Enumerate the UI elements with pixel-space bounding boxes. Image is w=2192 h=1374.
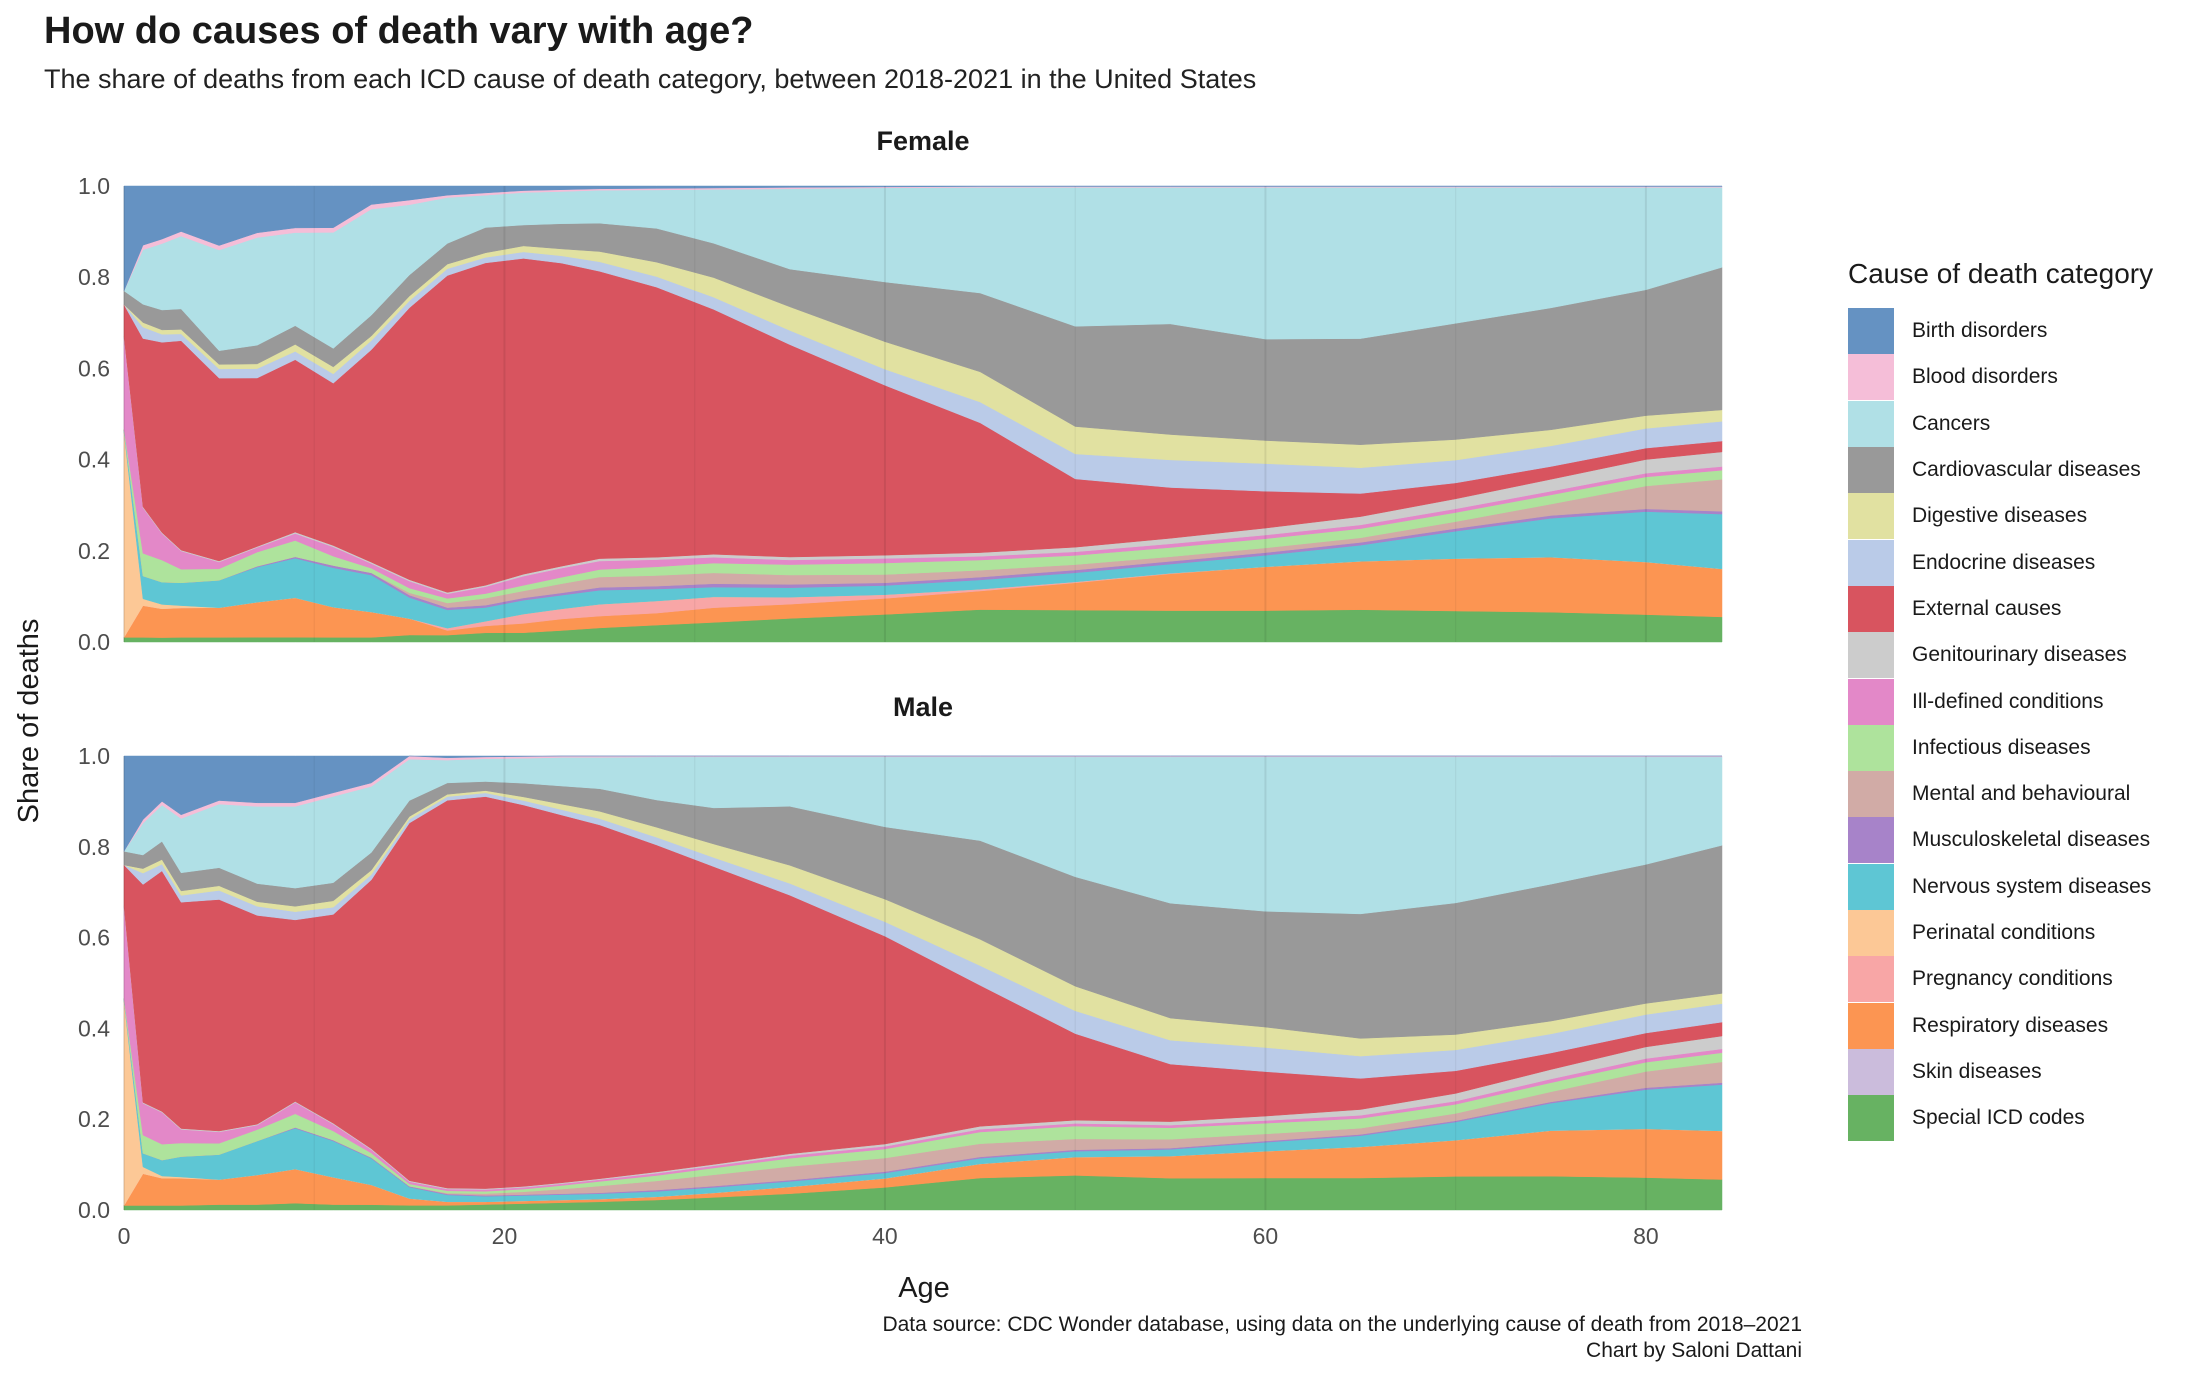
legend: Cause of death category Birth disorders B… [1848,258,2154,1142]
legend-swatch [1848,1048,1894,1095]
legend-label: Musculoskeletal diseases [1912,828,2151,852]
chart-subtitle: The share of deaths from each ICD cause … [44,64,1257,94]
chart-title: How do causes of death vary with age? [44,10,754,52]
legend-item-birth-disorders: Birth disorders [1848,308,2153,355]
facet-label: Female [876,126,969,156]
legend-label: Respiratory diseases [1912,1013,2109,1037]
legend-item-ill-defined-conditions: Ill-defined conditions [1848,678,2153,725]
legend-item-infectious-diseases: Infectious diseases [1848,724,2153,771]
legend-item-special-icd-codes: Special ICD codes [1848,1095,2153,1142]
y-tick-label: 1.0 [78,173,110,199]
legend-swatch [1848,678,1894,725]
legend-swatch [1848,956,1894,1003]
area-birth-disorders [123,755,1722,853]
legend-item-perinatal-conditions: Perinatal conditions [1848,910,2153,956]
legend-label: Cancers [1912,411,1991,435]
legend-swatch [1848,817,1894,864]
legend-swatch [1848,724,1894,771]
legend-item-cancers: Cancers [1848,400,2153,447]
legend-swatch [1848,400,1894,447]
legend-label: Special ICD codes [1912,1106,2085,1130]
legend-swatch [1848,493,1894,540]
legend-title: Cause of death category [1848,258,2154,289]
x-axis-title: Age [898,1272,950,1304]
facet-label: Male [893,692,953,722]
legend-item-skin-diseases: Skin diseases [1848,1048,2153,1095]
y-tick-label: 0.8 [78,834,110,860]
chart-panels: Female 0.0 0.2 0.4 0.6 0.8 1.0 Male 0.0 0.2 0.4 0.6… [78,126,1723,1249]
y-tick-label: 0.4 [78,447,110,473]
legend-swatch [1848,585,1894,632]
legend-item-musculoskeletal-diseases: Musculoskeletal diseases [1848,817,2153,864]
legend-item-endocrine-diseases: Endocrine diseases [1848,539,2153,586]
legend-swatch [1848,910,1894,956]
legend-label: Endocrine diseases [1912,550,2096,574]
caption: Data source: CDC Wonder database, using … [882,1312,1802,1364]
x-tick-label: 60 [1253,1223,1279,1249]
legend-item-cardiovascular-diseases: Cardiovascular diseases [1848,447,2153,494]
y-tick-label: 0.0 [78,629,110,655]
y-tick-label: 0.8 [78,264,110,290]
legend-label: Infectious diseases [1912,735,2091,759]
legend-label: Genitourinary diseases [1912,643,2127,667]
legend-swatch [1848,632,1894,679]
legend-item-genitourinary-diseases: Genitourinary diseases [1848,632,2153,679]
legend-label: Mental and behavioural [1912,782,2131,806]
y-tick-label: 0.2 [78,1106,110,1132]
legend-swatch [1848,447,1894,494]
facet-panel-male: Male 0.0 0.2 0.4 0.6 0.8 1.0 [78,692,1723,1223]
legend-swatch [1848,1095,1894,1142]
facet-panel-female: Female 0.0 0.2 0.4 0.6 0.8 1.0 [78,126,1723,655]
legend-item-external-causes: External causes [1848,585,2153,632]
area-birth-disorders [123,185,1723,291]
y-tick-label: 0.6 [78,355,110,381]
x-tick-label: 40 [872,1223,898,1249]
caption-source: Data source: CDC Wonder database, using … [882,1313,1802,1336]
legend-label: Skin diseases [1912,1059,2042,1083]
legend-item-mental-and-behavioural: Mental and behavioural [1848,771,2153,818]
legend-label: Ill-defined conditions [1912,689,2104,713]
legend-swatch [1848,308,1894,355]
y-tick-label: 0.4 [78,1015,110,1041]
y-axis-title: Share of deaths [13,619,45,824]
legend-item-nervous-system-diseases: Nervous system diseases [1848,863,2153,910]
legend-label: Birth disorders [1912,319,2048,343]
legend-item-respiratory-diseases: Respiratory diseases [1848,1002,2153,1049]
legend-label: Digestive diseases [1912,504,2088,528]
legend-label: Blood disorders [1912,365,2058,389]
x-tick-label: 0 [118,1223,131,1249]
y-tick-label: 0.0 [78,1197,110,1223]
x-tick-label: 20 [492,1223,518,1249]
legend-item-blood-disorders: Blood disorders [1848,354,2153,401]
caption-credit: Chart by Saloni Dattani [1586,1339,1802,1362]
x-tick-label: 80 [1633,1223,1659,1249]
x-axis: 0 20 40 60 80 [118,1223,1659,1249]
legend-label: Nervous system diseases [1912,874,2152,898]
y-tick-label: 1.0 [78,743,110,769]
legend-swatch [1848,1002,1894,1049]
legend-swatch [1848,354,1894,401]
legend-label: Cardiovascular diseases [1912,458,2141,482]
legend-swatch [1848,863,1894,910]
legend-item-digestive-diseases: Digestive diseases [1848,493,2153,540]
legend-item-pregnancy-conditions: Pregnancy conditions [1848,956,2153,1003]
y-tick-label: 0.6 [78,925,110,951]
legend-label: Pregnancy conditions [1912,967,2113,991]
legend-swatch [1848,539,1894,586]
legend-swatch [1848,771,1894,818]
legend-label: External causes [1912,596,2062,620]
legend-label: Perinatal conditions [1912,921,2096,944]
legend-items: Birth disorders Blood disorders Cancers Car… [1848,308,2153,1142]
y-tick-label: 0.2 [78,538,110,564]
